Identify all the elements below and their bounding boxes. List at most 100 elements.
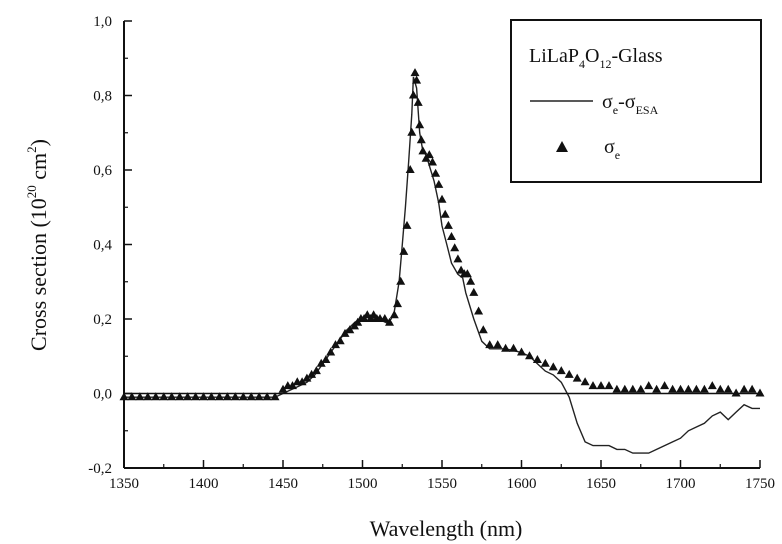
x-tick-label: 1450: [268, 476, 298, 492]
x-tick-label: 1350: [109, 476, 139, 492]
sigma-e-point: [755, 388, 765, 397]
sigma-e-point: [222, 392, 232, 401]
sigma-e-point: [462, 269, 472, 278]
sigma-e-point: [238, 392, 248, 401]
sigma-e-point: [135, 392, 145, 401]
sigma-e-point: [321, 355, 331, 363]
sigma-e-point: [270, 392, 280, 401]
sigma-e-point: [596, 381, 606, 390]
sigma-e-point: [739, 384, 749, 393]
legend-title: LiLaP4O12-Glass: [529, 45, 663, 71]
sigma-e-point: [262, 392, 272, 401]
y-axis-title-suffix: ): [26, 139, 51, 146]
sigma-e-point: [278, 384, 288, 393]
sigma-e-point: [683, 384, 693, 393]
legend-line-s1: e: [613, 103, 618, 117]
y-tick-label: 0,4: [93, 238, 112, 254]
sigma-e-point: [509, 343, 518, 352]
sigma-e-point: [143, 392, 153, 401]
sigma-e-point: [297, 377, 307, 386]
legend-marker-label: σe: [604, 136, 620, 162]
legend-title-s1: 4: [579, 57, 585, 71]
legend-line-label: σe-σESA: [602, 91, 659, 117]
sigma-e-point: [230, 392, 240, 401]
x-tick-label: 1500: [348, 476, 378, 492]
x-axis-title: Wavelength (nm): [370, 516, 523, 541]
sigma-e-point: [191, 392, 201, 401]
y-axis-title-mid: cm: [26, 153, 51, 185]
sigma-e-point: [612, 384, 622, 393]
y-tick-label: 0,8: [93, 89, 112, 105]
sigma-e-point: [331, 340, 340, 349]
y-axis-title-sup1: 20: [24, 185, 39, 198]
y-axis-title-sup2: 2: [24, 146, 39, 153]
sigma-e-point: [588, 381, 598, 390]
sigma-e-point: [668, 384, 678, 393]
legend-marker-s1: e: [615, 148, 620, 162]
sigma-e-point: [501, 343, 511, 352]
sigma-e-point: [159, 392, 169, 401]
legend-line-b: -σ: [618, 91, 636, 113]
sigma-e-point: [167, 392, 177, 401]
sigma-e-point: [478, 325, 488, 334]
sigma-e-point: [540, 358, 550, 367]
sigma-e-point: [580, 377, 590, 386]
legend-title-s2: 12: [599, 57, 611, 71]
sigma-e-point: [620, 384, 630, 393]
y-axis-title-prefix: Cross section (10: [26, 198, 51, 351]
sigma-e-point: [396, 276, 406, 285]
sigma-e-point: [151, 392, 161, 401]
sigma-e-point: [440, 209, 450, 218]
sigma-e-point: [572, 373, 582, 382]
sigma-e-point: [447, 232, 456, 240]
sigma-e-point: [428, 157, 437, 166]
y-tick-label: 0,6: [93, 163, 112, 179]
sigma-e-point: [408, 90, 418, 99]
sigma-e-point: [311, 366, 321, 375]
legend-triangle-marker: [556, 141, 568, 152]
x-tick-label: 1600: [507, 476, 537, 492]
sigma-e-point: [747, 384, 757, 393]
x-tick-label: 1650: [586, 476, 616, 492]
sigma-e-point: [652, 384, 662, 393]
plot-area: [119, 68, 765, 454]
sigma-e-point: [450, 243, 460, 252]
legend-line-a: σ: [602, 91, 613, 113]
sigma-e-point: [474, 306, 484, 315]
y-tick-label: 1,0: [93, 14, 112, 30]
sigma-e-point: [389, 310, 399, 319]
sigma-e-point: [431, 168, 441, 177]
sigma-e-point: [453, 254, 463, 263]
legend: LiLaP4O12-Glass σe-σESA σe: [510, 19, 762, 183]
sigma-e-point: [564, 369, 574, 378]
y-tick-label: 0,0: [93, 387, 112, 403]
sigma-e-point: [402, 220, 412, 229]
sigma-e-point: [127, 392, 137, 401]
sigma-e-point: [385, 317, 394, 326]
x-tick-label: 1700: [666, 476, 696, 492]
sigma-e-point: [517, 347, 526, 356]
sigma-e-point: [380, 314, 390, 322]
sigma-e-point: [345, 325, 355, 334]
sigma-e-point: [418, 146, 428, 155]
sigma-e-point: [691, 384, 701, 393]
sigma-e-point: [731, 388, 741, 397]
sigma-e-point: [326, 347, 336, 356]
x-tick-label: 1400: [189, 476, 219, 492]
ticks: 1350 1400 1450 1500 1550 1600 1650 1700 1750 -0,2…: [88, 14, 775, 492]
sigma-e-point: [715, 384, 725, 393]
sigma-e-point: [676, 384, 685, 393]
y-tick-label: 0,2: [93, 312, 112, 328]
sigma-e-point: [723, 384, 733, 393]
sigma-e-point: [525, 351, 534, 360]
sigma-e-point: [434, 179, 444, 188]
sigma-e-point: [416, 135, 426, 144]
sigma-e-point: [407, 127, 417, 136]
sigma-e-point: [443, 220, 453, 229]
sigma-e-point: [214, 392, 224, 401]
sigma-e-point: [254, 392, 264, 401]
legend-title-a: LiLaP: [529, 45, 579, 67]
x-tick-label: 1550: [427, 476, 457, 492]
legend-title-b: O: [585, 45, 599, 67]
